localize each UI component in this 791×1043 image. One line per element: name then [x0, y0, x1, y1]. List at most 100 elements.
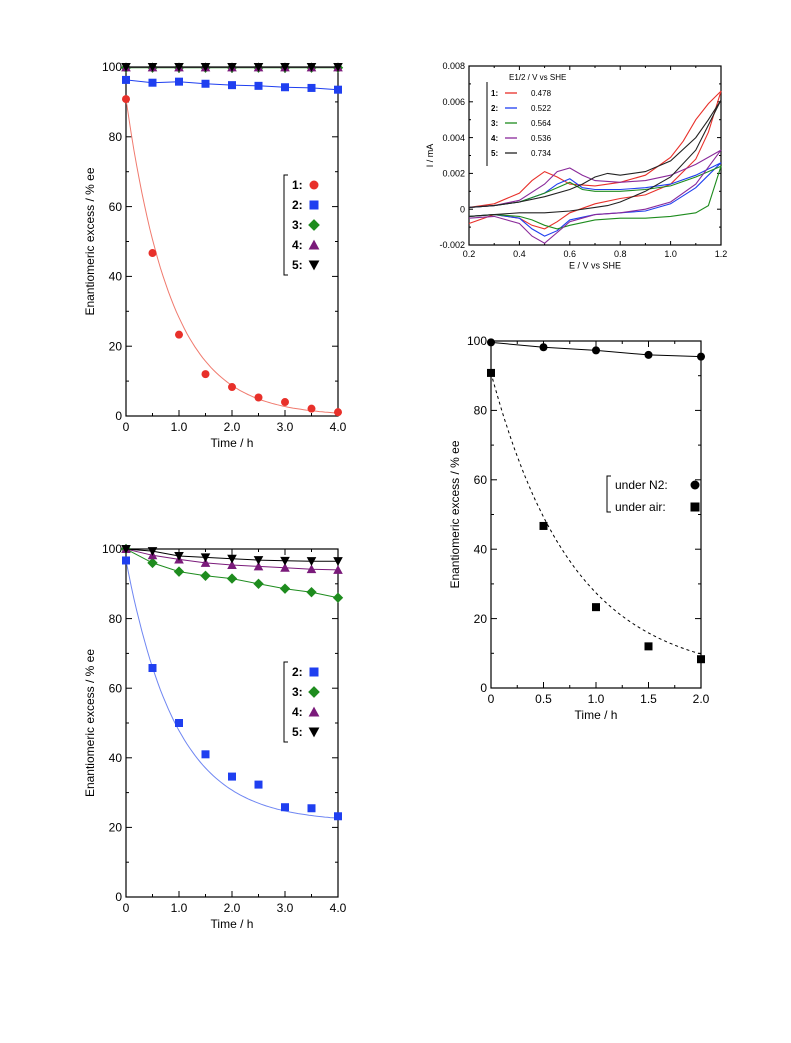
data-point — [148, 249, 157, 258]
data-point — [334, 85, 342, 94]
x-tick-label: 1.0 — [171, 420, 188, 434]
series-line — [468, 162, 722, 237]
y-tick-label: 20 — [109, 821, 123, 835]
data-point — [201, 370, 210, 379]
data-point — [253, 556, 264, 565]
x-tick-label: 1.0 — [588, 692, 605, 706]
data-point — [280, 556, 290, 566]
y-tick-label: 0.004 — [442, 133, 465, 143]
data-point — [175, 77, 183, 86]
data-point — [697, 352, 705, 361]
y-tick-label: 0.002 — [442, 169, 465, 179]
y-tick-label: 60 — [109, 681, 123, 695]
data-point — [539, 343, 548, 352]
data-point — [148, 78, 157, 87]
data-point — [333, 565, 343, 574]
y-tick-label: 20 — [474, 612, 488, 626]
legend-marker — [308, 219, 320, 231]
series-5 — [121, 545, 343, 566]
x-tick-label: 2.0 — [224, 420, 241, 434]
data-point — [281, 398, 289, 407]
y-tick-label: 60 — [474, 473, 488, 487]
data-point — [122, 95, 130, 104]
data-point — [148, 664, 157, 673]
y-tick-label: 40 — [109, 751, 123, 765]
y-axis-label: Enantiomeric excess / % ee — [83, 649, 97, 797]
series-line — [468, 149, 722, 244]
series-line — [490, 372, 702, 655]
legend-marker — [309, 180, 319, 190]
data-point — [227, 63, 237, 72]
y-tick-label: 100 — [102, 60, 122, 74]
data-point — [228, 81, 236, 90]
x-tick-label: 2.0 — [693, 692, 710, 706]
series-3 — [468, 165, 722, 230]
legend-marker — [308, 706, 320, 717]
data-point — [254, 393, 263, 402]
data-point — [173, 566, 185, 577]
data-point — [254, 81, 263, 90]
chart-top-right: 0.2 0.4 0.6 0.8 1.0 1.2 -0.002 0 0.002 0.004 0.006… — [425, 61, 727, 270]
y-tick-label: 40 — [109, 270, 123, 284]
data-point — [539, 521, 548, 530]
data-point — [174, 63, 184, 72]
y-tick-label: 0 — [460, 204, 465, 214]
legend-marker — [309, 200, 319, 210]
data-point — [200, 570, 211, 581]
data-point — [487, 338, 495, 347]
data-point — [254, 780, 263, 789]
legend-bracket — [283, 174, 288, 276]
legend-label: 1: — [491, 89, 498, 98]
chart-top-left: 0 1.0 2.0 3.0 4.0 0 20 40 60 80 100 Time / h Enantio… — [83, 60, 347, 450]
data-point — [333, 63, 343, 72]
x-tick-label: 3.0 — [277, 420, 294, 434]
data-point — [147, 547, 158, 556]
x-tick-label: 4.0 — [330, 420, 347, 434]
x-tick-label: 0 — [488, 692, 495, 706]
legend-label: 3: — [292, 218, 303, 232]
x-tick-label: 1.0 — [664, 249, 677, 259]
x-tick-label: 0.8 — [614, 249, 627, 259]
data-point — [228, 383, 236, 392]
y-tick-label: 0 — [115, 409, 122, 423]
series-line — [125, 560, 339, 819]
data-point — [253, 63, 264, 72]
series-1 — [468, 90, 722, 230]
data-point — [200, 553, 211, 563]
plot-frame — [125, 66, 339, 417]
data-point — [307, 804, 316, 813]
x-tick-label: 0.5 — [535, 692, 552, 706]
series-2 — [122, 556, 342, 821]
plot-frame — [125, 548, 339, 898]
legend-label: 3: — [292, 685, 303, 699]
series-5 — [121, 63, 343, 72]
y-tick-label: 100 — [467, 334, 487, 348]
data-point — [122, 556, 130, 565]
series-line — [468, 165, 722, 230]
x-tick-label: 1.2 — [715, 249, 728, 259]
legend-marker — [308, 727, 320, 738]
data-point — [200, 558, 211, 567]
y-tick-label: 20 — [109, 339, 123, 353]
legend-label: 5: — [292, 725, 303, 739]
x-tick-label: 0 — [123, 420, 130, 434]
legend-e-half: 0.522 — [531, 104, 552, 113]
data-point — [227, 554, 237, 564]
data-point — [592, 346, 600, 355]
data-point — [334, 408, 342, 417]
y-tick-label: 80 — [109, 612, 123, 626]
legend-marker — [308, 260, 320, 271]
y-axis-label: Enantiomeric excess / % ee — [83, 167, 97, 315]
legend-label: 4: — [292, 705, 303, 719]
data-point — [592, 603, 600, 612]
data-point — [644, 642, 653, 651]
data-point — [121, 545, 131, 554]
data-point — [147, 557, 158, 569]
legend-label: 5: — [491, 149, 498, 158]
legend-label: 1: — [292, 178, 303, 192]
legend-marker — [308, 239, 320, 250]
data-point — [147, 63, 158, 72]
chart-bottom-left: 0 1.0 2.0 3.0 4.0 0 20 40 60 80 100 Time / h Enantio… — [83, 542, 347, 931]
series-under-air — [487, 368, 705, 664]
